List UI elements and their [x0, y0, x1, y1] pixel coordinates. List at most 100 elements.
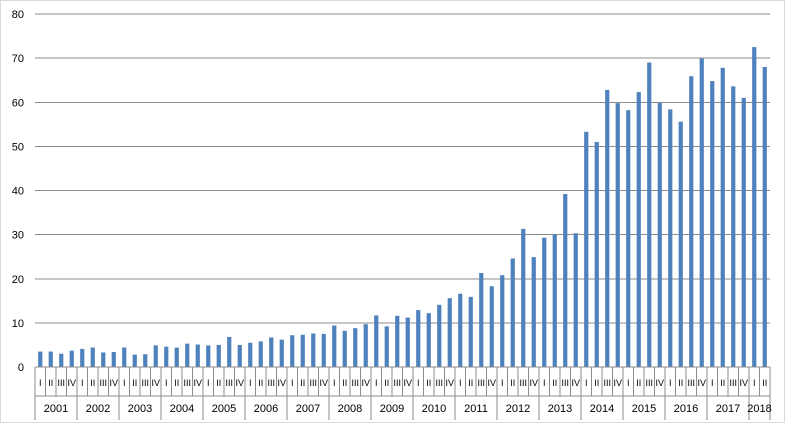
bar	[605, 89, 610, 368]
year-tick-label: 2006	[254, 403, 278, 415]
year-tick-label: 2010	[422, 403, 446, 415]
year-tick-label: 2008	[338, 403, 362, 415]
quarter-tick-label: IV	[277, 378, 286, 388]
bar	[185, 343, 190, 367]
quarter-tick-label: III	[477, 378, 485, 388]
year-tick-label: 2012	[506, 403, 530, 415]
bar	[279, 339, 284, 367]
bar	[290, 335, 295, 367]
year-tick-label: 2013	[548, 403, 572, 415]
y-tick-label: 60	[12, 97, 24, 109]
quarter-tick-label: IV	[655, 378, 664, 388]
bar	[395, 315, 400, 367]
year-tick-label: 2011	[464, 403, 488, 415]
bar	[678, 121, 683, 367]
bar	[269, 337, 274, 367]
quarter-tick-label: I	[165, 378, 168, 388]
bar	[342, 330, 347, 367]
year-tick-label: 2004	[170, 403, 194, 415]
bar	[447, 298, 452, 367]
quarter-tick-label: III	[393, 378, 401, 388]
bar	[657, 102, 662, 367]
bar	[510, 258, 515, 367]
bar	[258, 341, 263, 367]
quarter-tick-label: III	[687, 378, 695, 388]
quarter-tick-label: IV	[361, 378, 370, 388]
bar	[374, 315, 379, 367]
bar	[710, 81, 715, 367]
bar	[363, 324, 368, 367]
quarter-tick-label: II	[720, 378, 725, 388]
bar	[437, 304, 442, 367]
bar	[405, 317, 410, 367]
bar	[195, 344, 200, 367]
quarter-tick-label: III	[267, 378, 275, 388]
bar	[500, 275, 505, 367]
bar	[552, 234, 557, 367]
quarter-tick-label: I	[501, 378, 504, 388]
year-tick-label: 2015	[632, 403, 656, 415]
bar	[584, 131, 589, 367]
bar	[122, 347, 127, 367]
bar	[720, 67, 725, 368]
y-tick-label: 30	[12, 230, 24, 242]
quarter-tick-label: IV	[319, 378, 328, 388]
quarter-tick-label: I	[669, 378, 672, 388]
bar	[489, 286, 494, 367]
bar	[458, 293, 463, 367]
year-tick-label: 2003	[128, 403, 152, 415]
quarter-tick-label: II	[594, 378, 599, 388]
bar	[174, 347, 179, 367]
quarter-tick-label: II	[762, 378, 767, 388]
y-axis-ticks: 0 10 20 30 40 50 60 70 80	[12, 9, 24, 374]
quarter-tick-label: IV	[529, 378, 538, 388]
quarter-tick-label: I	[207, 378, 210, 388]
quarter-tick-label: III	[519, 378, 527, 388]
quarter-tick-label: II	[468, 378, 473, 388]
quarter-tick-label: IV	[151, 378, 160, 388]
quarter-tick-label: II	[384, 378, 389, 388]
bar	[731, 86, 736, 368]
quarter-tick-label: IV	[193, 378, 202, 388]
bar	[227, 336, 232, 367]
bars	[38, 47, 767, 368]
bar	[594, 141, 599, 367]
y-tick-label: 20	[12, 274, 24, 286]
y-tick-label: 50	[12, 141, 24, 153]
bar	[59, 353, 64, 367]
bar	[153, 345, 158, 367]
year-tick-label: 2016	[674, 403, 698, 415]
y-tick-label: 0	[18, 362, 24, 374]
quarter-tick-label: IV	[571, 378, 580, 388]
quarter-tick-label: III	[435, 378, 443, 388]
bar	[69, 350, 74, 367]
bar	[353, 328, 358, 367]
bar	[332, 325, 337, 367]
bar	[206, 345, 211, 367]
quarter-tick-label: III	[183, 378, 191, 388]
quarter-tick-label: IV	[697, 378, 706, 388]
quarter-tick-label: II	[552, 378, 557, 388]
bar	[689, 76, 694, 367]
y-tick-label: 80	[12, 9, 24, 21]
bar	[573, 233, 578, 367]
quarter-tick-label: III	[351, 378, 359, 388]
bar	[38, 351, 43, 367]
quarter-tick-label: I	[585, 378, 588, 388]
quarter-tick-label: IV	[235, 378, 244, 388]
bar	[300, 334, 305, 367]
quarter-tick-label: I	[249, 378, 252, 388]
bar	[311, 333, 316, 367]
bar	[132, 354, 137, 367]
quarter-tick-label: I	[543, 378, 546, 388]
quarter-tick-label: IV	[739, 378, 748, 388]
bar	[80, 348, 85, 367]
y-tick-label: 70	[12, 53, 24, 65]
bar	[741, 97, 746, 368]
bar	[321, 333, 326, 367]
bar	[426, 313, 431, 367]
quarter-tick-label: I	[417, 378, 420, 388]
year-tick-label: 2007	[296, 403, 320, 415]
quarter-tick-label: II	[216, 378, 221, 388]
